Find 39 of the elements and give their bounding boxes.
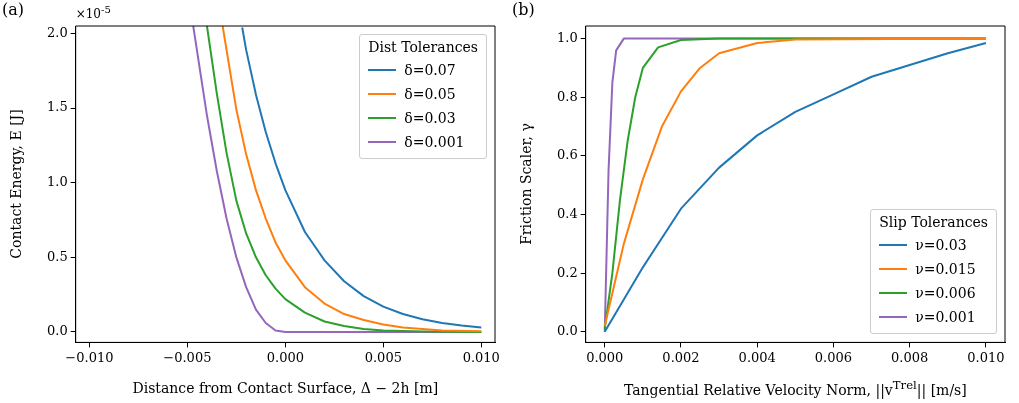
y-tick-label: 1.0 [556,29,578,45]
y-tick-label: 0.4 [556,205,578,221]
x-tick-label: 0.000 [586,349,624,365]
legend-label: δ=0.001 [404,134,465,150]
text: (a) [2,0,25,19]
legend-label: ν=0.015 [915,261,976,278]
x-tick-label: 0.000 [266,349,304,365]
y-tick-label: 1.0 [46,174,68,190]
x-tick-label: 0.008 [891,349,929,365]
y-axis-title: Contact Energy, E [J] [8,109,25,259]
legend-label: ν=0.006 [915,285,976,302]
legend-label: δ=0.05 [404,86,456,102]
x-tick-label: −0.010 [65,349,114,365]
y-tick-label: 0.8 [556,88,578,104]
x-axis-title: Tangential Relative Velocity Norm, ||v$^{Trel}$|| [m/s] [623,378,967,398]
legend-title: Dist Tolerances [368,39,478,55]
legend-title: Slip Tolerances [879,214,988,231]
legend-label: ν=0.001 [915,309,976,326]
text: (b) [512,0,535,19]
x-axis-title: Distance from Contact Surface, Δ − 2h [m] [132,380,439,396]
y-tick-label: 0.0 [46,323,68,339]
x-tick-label: 0.005 [364,349,402,365]
x-tick-label: 0.004 [738,349,776,365]
legend-label: δ=0.03 [404,110,456,126]
y-tick-label: 0.2 [556,264,578,280]
x-tick-label: −0.005 [163,349,212,365]
y-tick-label: 0.5 [46,248,68,264]
x-tick-label: 0.010 [462,349,500,365]
x-tick-label: 0.002 [662,349,700,365]
y-tick-label: 0.6 [556,147,578,163]
legend-label: δ=0.07 [404,62,456,78]
y-axis-title: Friction Scaler, γ [518,123,534,246]
y-tick-label: 1.5 [46,99,68,115]
text: ×10$^{-5}$ [75,4,111,21]
x-tick-label: 0.010 [967,349,1005,365]
legend-label: ν=0.03 [915,237,967,254]
y-tick-label: 0.0 [556,323,578,339]
y-tick-label: 2.0 [46,24,68,40]
x-tick-label: 0.006 [814,349,853,365]
